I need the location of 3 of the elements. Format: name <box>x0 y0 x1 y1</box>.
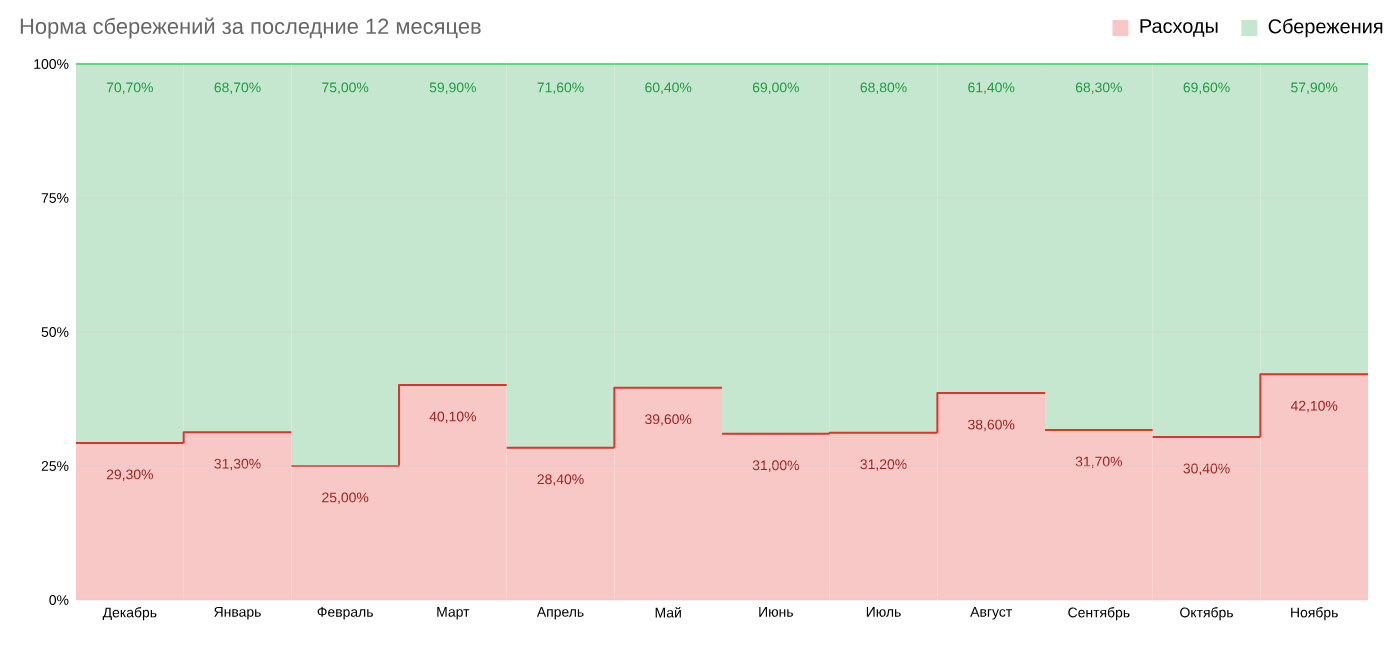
chart-title: Норма сбережений за последние 12 месяцев <box>20 17 481 39</box>
legend-label: Расходы <box>1140 19 1218 37</box>
legend-label: Сбережения <box>1268 18 1383 38</box>
